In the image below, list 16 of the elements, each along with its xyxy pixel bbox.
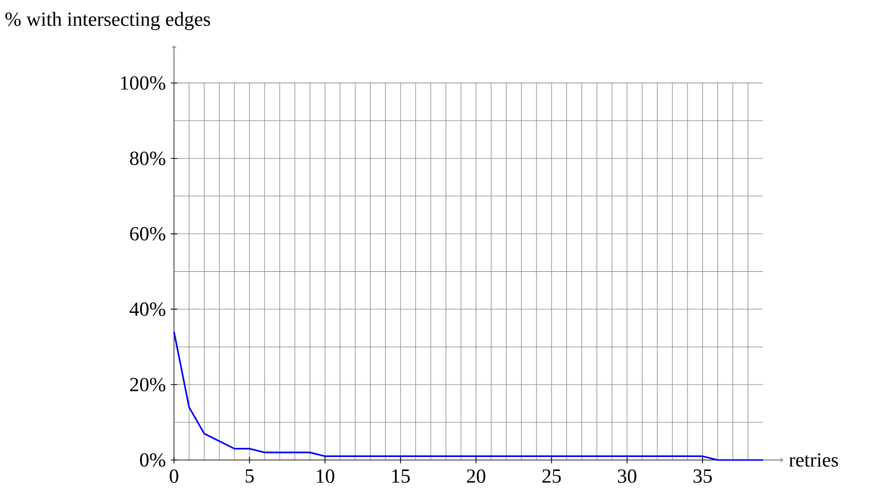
y-tick-label: 0%: [140, 453, 166, 467]
y-tick-label: 80%: [130, 152, 166, 166]
x-tick-label: 15: [392, 469, 410, 483]
x-axis-title: retries: [789, 453, 838, 467]
y-tick-label: 100%: [121, 76, 166, 90]
x-tick-label: 35: [694, 469, 712, 483]
x-tick-label: 10: [316, 469, 334, 483]
y-tick-label: 60%: [130, 227, 166, 241]
x-tick-label: 20: [466, 469, 486, 483]
y-tick-label: 40%: [130, 302, 166, 316]
y-axis-title: % with intersecting edges: [5, 12, 210, 30]
y-tick-label: 20%: [130, 378, 166, 392]
x-tick-label: 5: [246, 469, 254, 483]
x-tick-label: 30: [618, 469, 636, 483]
x-tick-label: 0: [170, 469, 178, 483]
x-tick-label: 25: [542, 469, 561, 483]
